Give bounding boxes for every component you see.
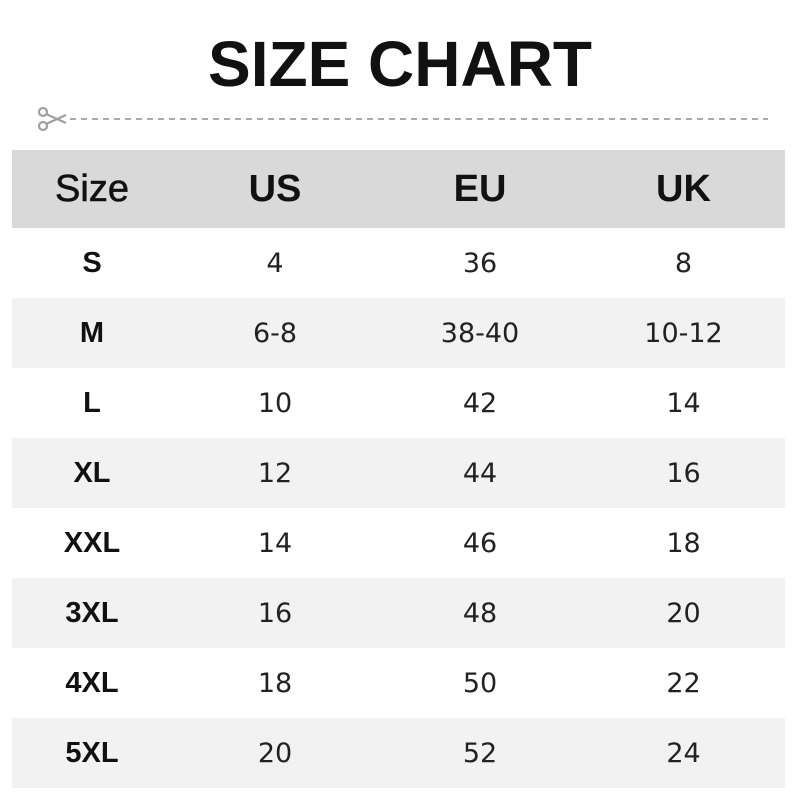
cell-us: 12 (257, 457, 293, 489)
table-row: S 4 36 8 (12, 228, 785, 298)
cell-us: 18 (257, 667, 293, 699)
cell-us: 16 (257, 597, 293, 629)
cell-eu: 46 (462, 527, 498, 559)
cell-eu: 50 (462, 667, 498, 699)
header-eu: EU (453, 167, 507, 210)
table-row: 5XL 20 52 24 (12, 718, 785, 788)
cell-size: M (79, 316, 105, 349)
size-table: Size US EU UK S 4 36 8 M 6-8 38-40 10-12 L 10 42 14… (12, 150, 785, 788)
table-header-row: Size US EU UK (12, 150, 785, 228)
cell-us: 6-8 (252, 317, 298, 349)
table-row: M 6-8 38-40 10-12 (12, 298, 785, 368)
cell-uk: 14 (666, 387, 701, 419)
cell-size: L (83, 386, 101, 419)
table-row: 3XL 16 48 20 (12, 578, 785, 648)
cell-eu: 38-40 (440, 317, 520, 349)
cell-us: 10 (257, 387, 293, 419)
header-size: Size (55, 167, 130, 210)
cell-uk: 20 (666, 597, 701, 629)
cell-uk: 10-12 (644, 317, 723, 349)
cell-size: 4XL (65, 666, 119, 699)
header-uk: UK (656, 167, 711, 210)
cell-us: 20 (257, 737, 293, 769)
cut-line (37, 106, 768, 132)
cell-uk: 24 (666, 737, 701, 769)
scissors-icon (37, 106, 67, 132)
cell-eu: 52 (462, 737, 498, 769)
cell-uk: 8 (674, 247, 693, 279)
page-title: SIZE CHART (208, 28, 592, 100)
table-row: XL 12 44 16 (12, 438, 785, 508)
table-row: 4XL 18 50 22 (12, 648, 785, 718)
cell-eu: 48 (462, 597, 498, 629)
cell-us: 14 (257, 527, 293, 559)
cell-uk: 18 (666, 527, 701, 559)
cell-size: 5XL (65, 736, 119, 769)
cell-uk: 22 (666, 667, 701, 699)
cell-size: S (82, 246, 102, 279)
cell-size: XXL (63, 526, 121, 559)
cell-size: XL (73, 456, 111, 489)
table-row: L 10 42 14 (12, 368, 785, 438)
cell-eu: 36 (462, 247, 498, 279)
cell-uk: 16 (666, 457, 701, 489)
table-row: XXL 14 46 18 (12, 508, 785, 578)
header-us: US (248, 167, 302, 210)
cell-us: 4 (266, 247, 284, 279)
cell-eu: 42 (462, 387, 498, 419)
cell-eu: 44 (462, 457, 498, 489)
cell-size: 3XL (65, 596, 119, 629)
